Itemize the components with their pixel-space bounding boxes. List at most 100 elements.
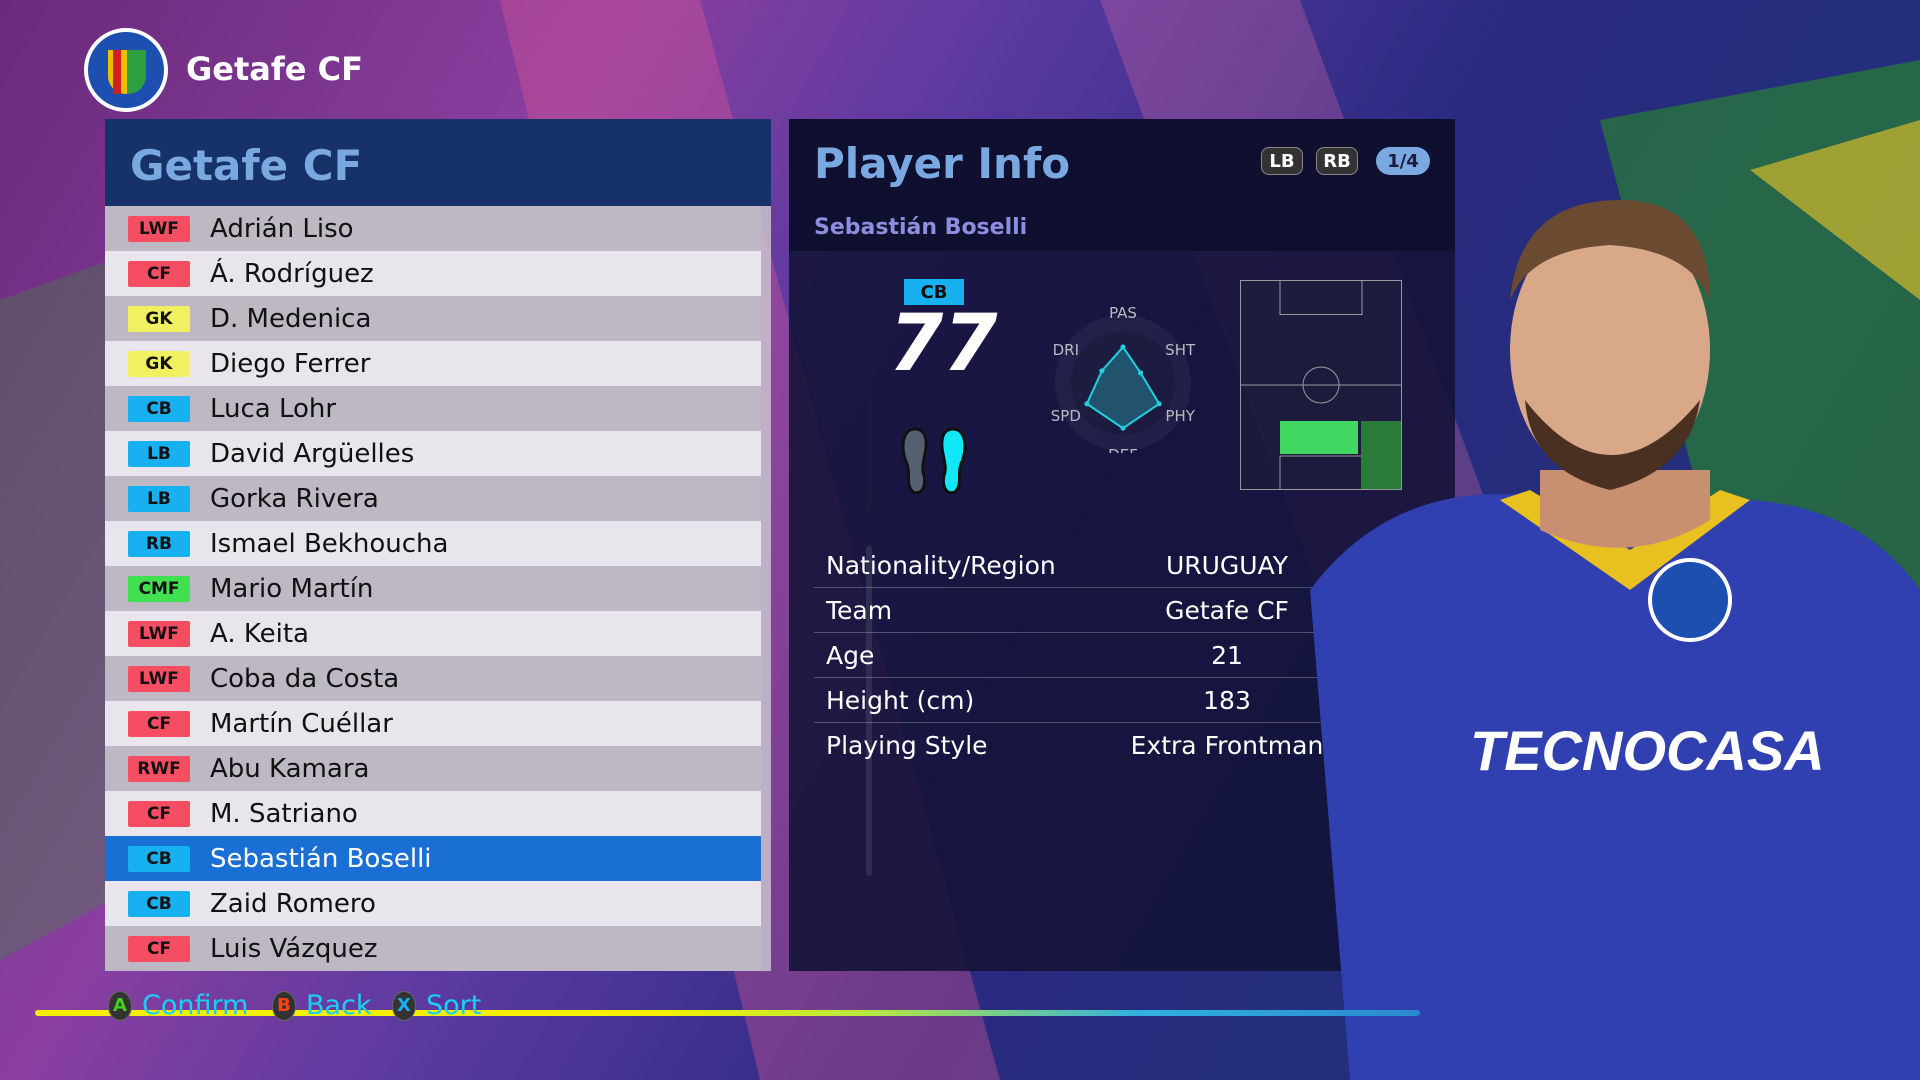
position-badge: RWF bbox=[128, 755, 190, 782]
radar-point bbox=[1138, 370, 1144, 376]
player-name: Gorka Rivera bbox=[210, 483, 379, 514]
player-row[interactable]: CF Á. Rodríguez bbox=[105, 251, 761, 296]
position-badge: CB bbox=[128, 845, 190, 872]
button-label: Sort bbox=[426, 990, 482, 1021]
info-value: Extra Frontman bbox=[1130, 731, 1324, 760]
player-name: Martín Cuéllar bbox=[210, 708, 393, 739]
player-list-panel: Getafe CF LWF Adrián Liso CF Á. Rodríguez GK… bbox=[105, 119, 872, 971]
primary-position-zone bbox=[1280, 421, 1358, 454]
svg-text:TECNOCASA: TECNOCASA bbox=[1470, 719, 1825, 782]
footer-bar bbox=[35, 1010, 1420, 1016]
player-name: Sebastián Boselli bbox=[814, 215, 1028, 240]
position-badge: GK bbox=[128, 305, 190, 332]
info-value: URUGUAY bbox=[1165, 550, 1289, 580]
radar-label: DEF bbox=[1108, 446, 1138, 453]
radar-label: SPD bbox=[1051, 407, 1081, 425]
player-row[interactable]: CF Martín Cuéllar bbox=[105, 701, 761, 746]
lb-button[interactable]: LB bbox=[1261, 147, 1303, 175]
position-pitch-map bbox=[1240, 280, 1402, 490]
player-name: D. Medenica bbox=[210, 303, 372, 334]
position-badge: CB bbox=[128, 395, 190, 422]
strong-foot-icon bbox=[901, 427, 967, 495]
position-badge: CB bbox=[904, 279, 964, 305]
info-label: Age bbox=[826, 640, 875, 670]
player-name: Coba da Costa bbox=[210, 663, 400, 694]
position-badge: LB bbox=[128, 440, 190, 467]
footer-sort-button[interactable]: X Sort bbox=[392, 990, 481, 1021]
stats-radar: PAS SHT PHY DEF SPD DRI bbox=[1051, 304, 1196, 453]
position-badge: GK bbox=[128, 350, 190, 377]
button-x-icon: X bbox=[392, 990, 416, 1021]
radar-point bbox=[1084, 401, 1090, 407]
player-row[interactable]: CB Luca Lohr bbox=[105, 386, 761, 431]
radar-point bbox=[1120, 344, 1126, 350]
page-indicator: 1/4 bbox=[1376, 147, 1430, 175]
info-value: Getafe CF bbox=[1165, 595, 1289, 625]
player-row[interactable]: CB Sebastián Boselli bbox=[105, 836, 761, 881]
player-name: A. Keita bbox=[210, 618, 309, 649]
button-a-icon: A bbox=[108, 990, 132, 1021]
player-name: Ismael Bekhoucha bbox=[210, 528, 449, 559]
radar-label: PAS bbox=[1109, 304, 1137, 322]
info-row: Team Getafe CF bbox=[814, 588, 1430, 633]
player-row[interactable]: RWF Abu Kamara bbox=[105, 746, 761, 791]
player-row[interactable]: LB David Argüelles bbox=[105, 431, 761, 476]
position-badge: CF bbox=[128, 935, 190, 962]
info-row: Age 21 bbox=[814, 633, 1430, 678]
player-row[interactable]: LWF A. Keita bbox=[105, 611, 761, 656]
footer-back-button[interactable]: B Back bbox=[272, 990, 372, 1021]
list-title: Getafe CF bbox=[130, 141, 363, 190]
secondary-position-zone bbox=[1361, 421, 1401, 489]
player-row[interactable]: GK D. Medenica bbox=[105, 296, 761, 341]
position-badge: CF bbox=[128, 800, 190, 827]
player-name: Sebastián Boselli bbox=[210, 843, 432, 874]
player-name: M. Satriano bbox=[210, 798, 358, 829]
player-row[interactable]: LB Gorka Rivera bbox=[105, 476, 761, 521]
info-header: Player Info LB RB 1/4 Sebastián Boselli bbox=[789, 119, 1455, 251]
player-row[interactable]: CF Luis Vázquez bbox=[105, 926, 761, 971]
overall-rating: 77 bbox=[889, 299, 998, 389]
info-row: Playing Style Extra Frontman bbox=[814, 723, 1430, 768]
position-badge: LWF bbox=[128, 665, 190, 692]
player-row[interactable]: CMF Mario Martín bbox=[105, 566, 761, 611]
player-row[interactable]: CF M. Satriano bbox=[105, 791, 761, 836]
info-label: Nationality/Region bbox=[826, 550, 1056, 580]
player-portrait: TECNOCASA bbox=[1310, 200, 1920, 1080]
player-name: Mario Martín bbox=[210, 573, 374, 604]
info-label: Team bbox=[826, 595, 893, 625]
position-badge: LWF bbox=[128, 215, 190, 242]
radar-label: DRI bbox=[1053, 341, 1079, 359]
player-row[interactable]: GK Diego Ferrer bbox=[105, 341, 761, 386]
player-details-table: Nationality/Region URUGUAY Team Getafe CF Ag… bbox=[814, 543, 1430, 768]
info-title: Player Info bbox=[814, 139, 1071, 188]
footer-confirm-button[interactable]: A Confirm bbox=[108, 990, 248, 1021]
player-name: Zaid Romero bbox=[210, 888, 376, 919]
position-badge: LB bbox=[128, 485, 190, 512]
radar-label: SHT bbox=[1165, 341, 1196, 359]
list-header: Getafe CF bbox=[105, 119, 771, 206]
rb-button[interactable]: RB bbox=[1316, 147, 1358, 175]
player-name: Luis Vázquez bbox=[210, 933, 378, 964]
info-row: Nationality/Region URUGUAY bbox=[814, 543, 1430, 588]
radar-point bbox=[1156, 401, 1162, 407]
radar-label: PHY bbox=[1165, 407, 1195, 425]
player-row[interactable]: RB Ismael Bekhoucha bbox=[105, 521, 761, 566]
position-badge: CF bbox=[128, 260, 190, 287]
player-name: David Argüelles bbox=[210, 438, 415, 469]
player-name: Adrián Liso bbox=[210, 213, 354, 244]
radar-point bbox=[1099, 368, 1105, 374]
button-label: Back bbox=[306, 990, 372, 1021]
player-row[interactable]: LWF Coba da Costa bbox=[105, 656, 761, 701]
info-label: Height (cm) bbox=[826, 685, 975, 715]
info-label: Playing Style bbox=[826, 731, 988, 760]
button-b-icon: B bbox=[272, 990, 296, 1021]
info-row: Height (cm) 183 bbox=[814, 678, 1430, 723]
position-badge: RB bbox=[128, 530, 190, 557]
position-badge: CF bbox=[128, 710, 190, 737]
player-name: Abu Kamara bbox=[210, 753, 370, 784]
player-name: Luca Lohr bbox=[210, 393, 337, 424]
info-value: 21 bbox=[1211, 640, 1243, 670]
button-label: Confirm bbox=[142, 990, 249, 1021]
player-row[interactable]: LWF Adrián Liso bbox=[105, 206, 761, 251]
player-row[interactable]: CB Zaid Romero bbox=[105, 881, 761, 926]
